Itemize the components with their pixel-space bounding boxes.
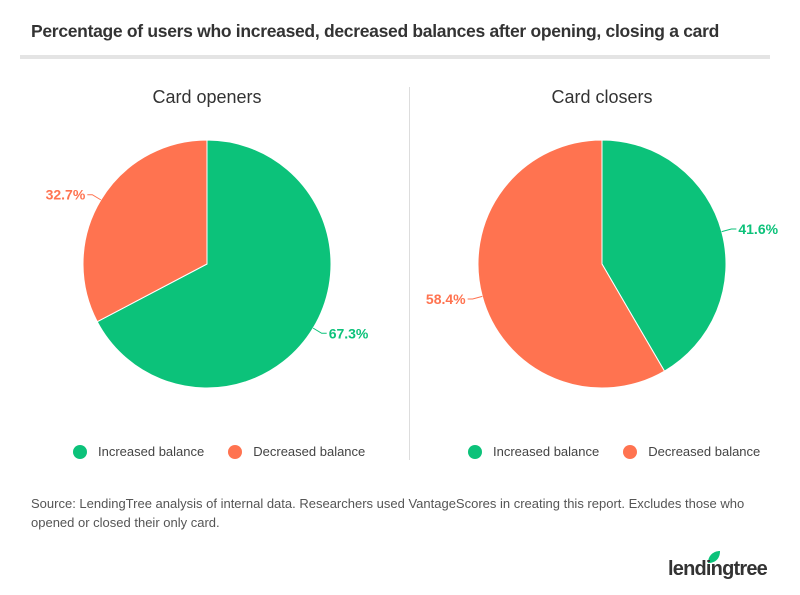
legend-label: Increased balance — [98, 444, 205, 459]
legend-item-decreased: Decreased balance — [228, 444, 365, 459]
pie-title-openers: Card openers — [152, 87, 262, 107]
legend-swatch — [228, 444, 243, 459]
data-label: 67.3% — [329, 325, 369, 341]
data-label: 58.4% — [426, 291, 466, 307]
legend-label: Decreased balance — [253, 444, 366, 459]
legend-closers: Increased balance Decreased balance — [468, 444, 784, 459]
legend-swatch — [623, 444, 638, 459]
legend-swatch — [73, 444, 87, 459]
legend-item-increased: Increased balance — [73, 444, 204, 459]
leader-line — [312, 327, 327, 334]
pie-slice-increased — [601, 139, 727, 372]
title-underline — [20, 55, 770, 59]
chart-title: Percentage of users who increased, decre… — [31, 21, 720, 41]
pie-title-closers: Card closers — [551, 87, 653, 107]
leader-line — [87, 194, 102, 201]
svg-text:lendingtree: lendingtree — [668, 558, 768, 579]
lendingtree-logo: lendingtree — [668, 551, 768, 579]
legend-label: Increased balance — [493, 444, 600, 459]
source-note: Source: LendingTree analysis of internal… — [31, 496, 745, 530]
leader-line — [721, 228, 737, 233]
legend-swatch — [468, 444, 482, 459]
data-label: 41.6% — [738, 221, 778, 237]
legend-item-increased: Increased balance — [468, 444, 599, 459]
legend-label: Decreased balance — [648, 444, 761, 459]
legend-item-decreased: Decreased balance — [623, 444, 760, 459]
data-label: 32.7% — [46, 187, 86, 203]
chart-divider — [409, 87, 410, 460]
pie-slice-increased — [96, 139, 332, 389]
leader-line — [467, 295, 483, 300]
legend-openers: Increased balance Decreased balance — [73, 444, 389, 459]
